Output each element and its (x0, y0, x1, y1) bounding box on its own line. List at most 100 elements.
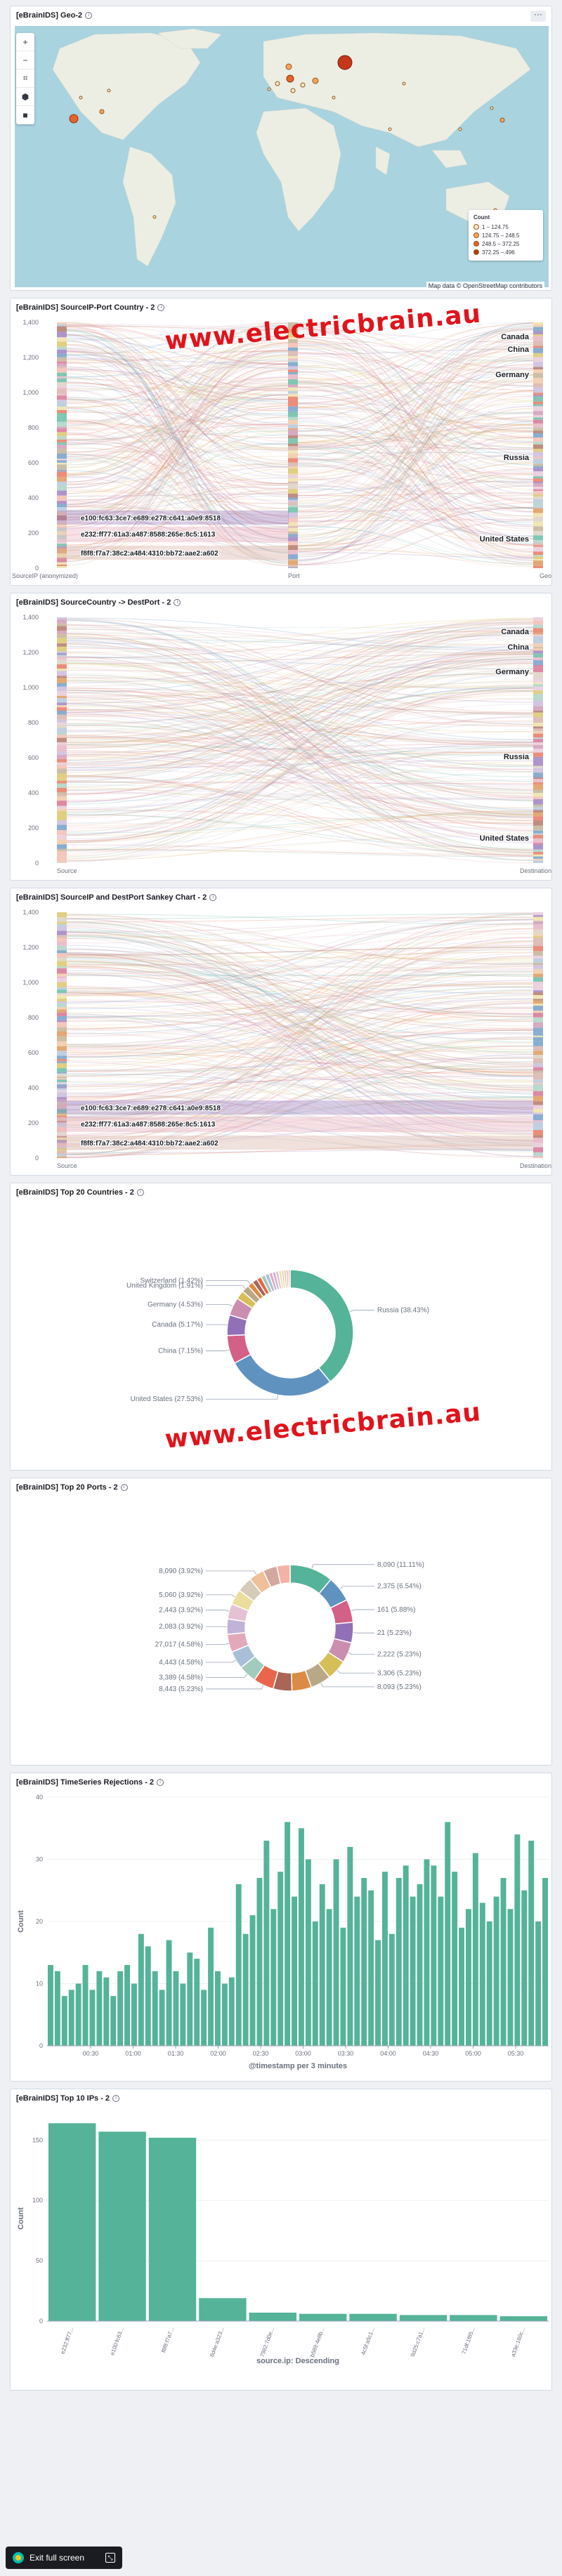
sankey-link (66, 324, 289, 426)
exit-fullscreen-button[interactable]: Exit full screen ⤡ (6, 2547, 122, 2569)
panel-title-text: [eBrainIDS] SourceIP-Port Country - 2 (16, 303, 155, 312)
sankey-link (66, 629, 534, 651)
sankey-link (66, 1093, 534, 1135)
sankey-link (66, 645, 534, 841)
bar (499, 2316, 547, 2321)
sankey-node (57, 1009, 67, 1013)
sankey-node (533, 924, 543, 930)
sankey-node (533, 433, 543, 438)
sankey-node (57, 1109, 67, 1113)
info-icon[interactable]: i (174, 599, 181, 606)
info-icon[interactable]: i (120, 1484, 128, 1491)
sankey-link (66, 359, 289, 378)
donut-leader-line (206, 1643, 229, 1645)
sankey-node (57, 705, 67, 708)
crop-icon[interactable]: ⌗ (16, 70, 34, 88)
info-icon[interactable]: i (112, 2095, 120, 2102)
sankey-node (288, 462, 298, 467)
sankey-node-label: f8f8:f7a7:38c2:a484:4310:bb72:aae2:a602 (81, 550, 218, 558)
sankey-link (66, 356, 289, 362)
ports-donut-chart[interactable]: 8,090 (11.11%)2,375 (6.54%)161 (5.88%)21… (11, 1478, 552, 1766)
sankey-link (297, 403, 534, 567)
zoom-out-icon[interactable]: − (16, 51, 34, 70)
sankey-link (297, 326, 534, 387)
info-icon[interactable]: i (157, 304, 165, 311)
sankey-node (533, 456, 543, 459)
sankey-link (297, 424, 534, 462)
sankey-node-label: United States (480, 535, 529, 544)
sankey-chart[interactable]: 1,4001,2001,0008006004002000e100:fc63:3c… (11, 298, 552, 586)
info-icon[interactable]: i (209, 894, 217, 901)
sankey-link (66, 358, 289, 412)
sankey-link (297, 336, 534, 369)
sankey-link (66, 323, 289, 341)
sankey-link (66, 509, 289, 519)
zoom-in-icon[interactable]: + (16, 33, 34, 51)
sankey-link (297, 462, 534, 519)
sankey-node (533, 411, 543, 416)
info-icon[interactable]: i (136, 1189, 144, 1196)
sankey-link (66, 923, 534, 1122)
sankey-link (297, 485, 534, 552)
sankey-link (297, 367, 534, 395)
sankey-node (57, 562, 67, 565)
sankey-link (66, 1053, 534, 1117)
sankey-link (66, 387, 289, 453)
sankey-chart[interactable]: 1,4001,2001,0008006004002000e100:fc63:3c… (11, 888, 552, 1176)
sankey-link (297, 551, 534, 558)
sankey-link (297, 378, 534, 397)
world-map[interactable] (11, 6, 552, 291)
x-tick-label: 04:00 (380, 2050, 396, 2057)
sankey-node (57, 652, 67, 655)
sankey-node (57, 664, 67, 669)
sankey-link (66, 471, 289, 560)
info-icon[interactable]: i (85, 12, 93, 19)
sankey-node (533, 1079, 543, 1083)
panel-options-button[interactable]: ··· (530, 10, 546, 22)
sankey-node (57, 1016, 67, 1020)
sankey-link (66, 955, 534, 960)
y-tick-label: 0 (39, 2318, 43, 2325)
sankey-node (533, 1120, 543, 1122)
sankey-link (66, 921, 534, 1123)
sankey-link (66, 421, 289, 485)
sankey-link (297, 355, 534, 387)
sankey-link (66, 956, 534, 994)
sankey-axis-label: Geo (540, 572, 551, 579)
sankey-link (66, 407, 289, 539)
sankey-link (66, 722, 534, 821)
sankey-link (297, 333, 534, 541)
sankey-link (66, 352, 289, 463)
sankey-node (57, 1150, 67, 1155)
square-icon[interactable]: ■ (22, 110, 28, 120)
sankey-link (66, 349, 289, 397)
sankey-link (66, 1016, 534, 1071)
sankey-link (66, 919, 534, 1015)
sankey-link (66, 1032, 534, 1108)
sankey-link (66, 682, 534, 716)
sankey-node (57, 646, 67, 652)
sankey-link (66, 990, 534, 1027)
sankey-link (66, 937, 534, 1155)
countries-donut-chart[interactable]: Russia (38.43%)United States (27.53%)Chi… (11, 1183, 552, 1471)
donut-slice-label: United States (27.53%) (131, 1395, 203, 1403)
donut-slice-label: United Kingdom (1.91%) (126, 1282, 203, 1289)
bar (131, 1983, 137, 2046)
sankey-link (297, 471, 534, 539)
sankey-link (66, 961, 534, 1110)
bar (347, 1846, 353, 2046)
polygon-icon[interactable]: ⬢ (16, 88, 34, 106)
sankey-link (66, 501, 289, 532)
bar (354, 1896, 360, 2046)
info-icon[interactable]: i (157, 1779, 164, 1786)
sankey-link (66, 327, 289, 494)
map-attribution[interactable]: Map data © OpenStreetMap contributors (426, 282, 544, 290)
sankey-link (297, 374, 534, 411)
sankey-node (57, 1137, 67, 1140)
sankey-chart[interactable]: 1,4001,2001,0008006004002000CanadaChinaG… (11, 593, 552, 881)
y-tick-label: 800 (28, 424, 39, 431)
bar (199, 2298, 247, 2321)
sankey-link (66, 919, 534, 995)
